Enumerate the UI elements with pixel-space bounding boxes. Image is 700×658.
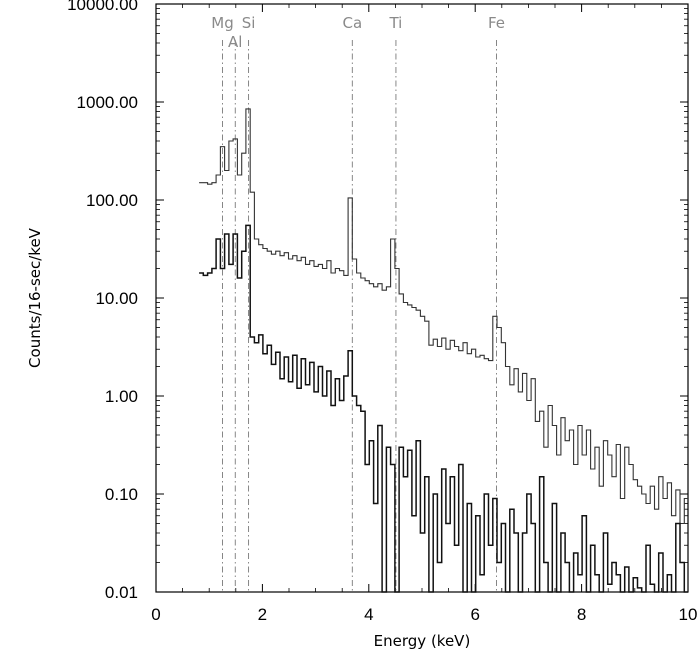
y-tick-label: 0.01 — [105, 583, 138, 602]
line-label-ti: Ti — [388, 14, 402, 32]
plot-area-frame — [155, 3, 689, 593]
y-axis-ticks: 0.01 0.10 1.00 10.00 100.00 1000.00 10000.00 — [67, 0, 688, 602]
x-tick-label: 10 — [679, 605, 698, 624]
y-axis-label: Counts/16-sec/keV — [26, 227, 44, 368]
line-label-fe: Fe — [488, 14, 505, 32]
spectrum-series-1 — [199, 108, 688, 525]
x-tick-label: 2 — [258, 605, 267, 624]
x-axis-label: Energy (keV) — [374, 632, 471, 650]
x-tick-label: 8 — [577, 605, 586, 624]
x-tick-label: 0 — [151, 605, 160, 624]
line-label-mg: Mg — [211, 14, 233, 32]
y-tick-label: 0.10 — [105, 485, 138, 504]
y-tick-label: 1000.00 — [77, 93, 138, 112]
line-label-al: Al — [228, 33, 242, 51]
spectrum-series-2 — [199, 224, 688, 593]
y-tick-label: 10000.00 — [67, 0, 138, 14]
y-tick-label: 1.00 — [105, 387, 138, 406]
x-tick-label: 4 — [364, 605, 373, 624]
x-tick-label: 6 — [470, 605, 479, 624]
y-tick-label: 100.00 — [86, 191, 138, 210]
series-layer — [199, 108, 688, 593]
line-label-ca: Ca — [342, 14, 362, 32]
line-label-si: Si — [242, 14, 256, 32]
y-tick-label: 10.00 — [95, 289, 138, 308]
